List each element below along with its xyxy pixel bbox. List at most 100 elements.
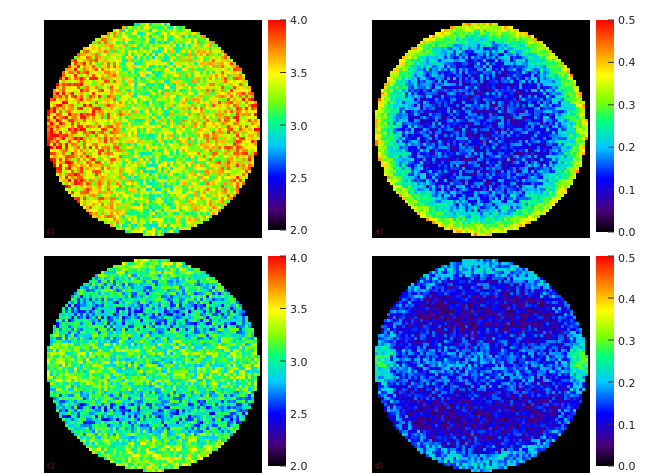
heatmap-cell	[420, 80, 423, 83]
heatmap-cell	[71, 179, 74, 182]
heatmap-cell	[188, 197, 191, 200]
heatmap-cell	[125, 119, 128, 122]
heatmap-cell	[477, 26, 480, 29]
heatmap-cell	[101, 212, 104, 215]
heatmap-cell	[113, 107, 116, 110]
heatmap-cell	[98, 218, 101, 221]
heatmap-cell	[188, 83, 191, 86]
heatmap-cell	[218, 50, 221, 53]
heatmap-cell	[116, 212, 119, 215]
heatmap-cell	[158, 212, 161, 215]
heatmap-cell	[236, 74, 239, 77]
heatmap-cell	[125, 194, 128, 197]
heatmap-cell	[528, 74, 531, 77]
heatmap-cell	[179, 221, 182, 224]
heatmap-cell	[134, 74, 137, 77]
heatmap-cell	[477, 80, 480, 83]
heatmap-cell	[149, 32, 152, 35]
heatmap-cell	[528, 41, 531, 44]
heatmap-cell	[179, 224, 182, 227]
heatmap-cell	[71, 113, 74, 116]
heatmap-cell	[561, 62, 564, 65]
heatmap-cell	[197, 53, 200, 56]
heatmap-cell	[453, 62, 456, 65]
heatmap-cell	[122, 80, 125, 83]
heatmap-cell	[173, 212, 176, 215]
heatmap-cell	[245, 155, 248, 158]
heatmap-cell	[71, 104, 74, 107]
heatmap-cell	[134, 80, 137, 83]
heatmap-cell	[89, 98, 92, 101]
heatmap-cell	[164, 149, 167, 152]
heatmap-cell	[107, 77, 110, 80]
heatmap-cell	[251, 128, 254, 131]
heatmap-cell	[86, 74, 89, 77]
heatmap-cell	[101, 77, 104, 80]
heatmap-cell	[104, 113, 107, 116]
heatmap-cell	[89, 80, 92, 83]
heatmap-cell	[59, 86, 62, 89]
heatmap-cell	[414, 47, 417, 50]
heatmap-cell	[137, 74, 140, 77]
heatmap-cell	[471, 35, 474, 38]
heatmap-cell	[242, 167, 245, 170]
heatmap-cell	[221, 119, 224, 122]
heatmap-cell	[239, 143, 242, 146]
heatmap-cell	[95, 158, 98, 161]
heatmap-cell	[462, 47, 465, 50]
heatmap-cell	[143, 110, 146, 113]
heatmap-cell	[242, 92, 245, 95]
heatmap-cell	[402, 89, 405, 92]
heatmap-cell	[471, 44, 474, 47]
heatmap-cell	[200, 143, 203, 146]
heatmap-cell	[95, 53, 98, 56]
heatmap-cell	[185, 125, 188, 128]
heatmap-cell	[218, 161, 221, 164]
heatmap-cell	[215, 125, 218, 128]
heatmap-cell	[77, 83, 80, 86]
heatmap-cell	[441, 38, 444, 41]
heatmap-cell	[522, 86, 525, 89]
heatmap-cell	[486, 56, 489, 59]
heatmap-cell	[465, 56, 468, 59]
heatmap-cell	[227, 155, 230, 158]
heatmap-cell	[107, 215, 110, 218]
heatmap-cell	[161, 47, 164, 50]
heatmap-cell	[197, 77, 200, 80]
heatmap-cell	[236, 89, 239, 92]
heatmap-cell	[215, 176, 218, 179]
heatmap-cell	[95, 113, 98, 116]
heatmap-cell	[152, 50, 155, 53]
heatmap-cell	[170, 101, 173, 104]
heatmap-cell	[107, 185, 110, 188]
heatmap-cell	[528, 65, 531, 68]
heatmap-cell	[122, 182, 125, 185]
heatmap-cell	[453, 71, 456, 74]
heatmap-cell	[200, 83, 203, 86]
heatmap-cell	[164, 95, 167, 98]
heatmap-cell	[71, 185, 74, 188]
heatmap-cell	[179, 98, 182, 101]
heatmap-cell	[555, 77, 558, 80]
heatmap-cell	[134, 179, 137, 182]
heatmap-cell	[453, 68, 456, 71]
heatmap-cell	[56, 92, 59, 95]
heatmap-cell	[492, 65, 495, 68]
heatmap-cell	[212, 149, 215, 152]
heatmap-cell	[215, 158, 218, 161]
heatmap-cell	[197, 83, 200, 86]
heatmap-cell	[143, 197, 146, 200]
heatmap-cell	[209, 83, 212, 86]
heatmap-cell	[480, 86, 483, 89]
heatmap-cell	[80, 188, 83, 191]
heatmap-cell	[492, 83, 495, 86]
heatmap-cell	[80, 203, 83, 206]
heatmap-cell	[543, 65, 546, 68]
heatmap-cell	[176, 68, 179, 71]
heatmap-cell	[158, 107, 161, 110]
heatmap-cell	[119, 209, 122, 212]
heatmap-cell	[167, 179, 170, 182]
heatmap-cell	[137, 41, 140, 44]
heatmap-cell	[170, 200, 173, 203]
heatmap-cell	[221, 53, 224, 56]
